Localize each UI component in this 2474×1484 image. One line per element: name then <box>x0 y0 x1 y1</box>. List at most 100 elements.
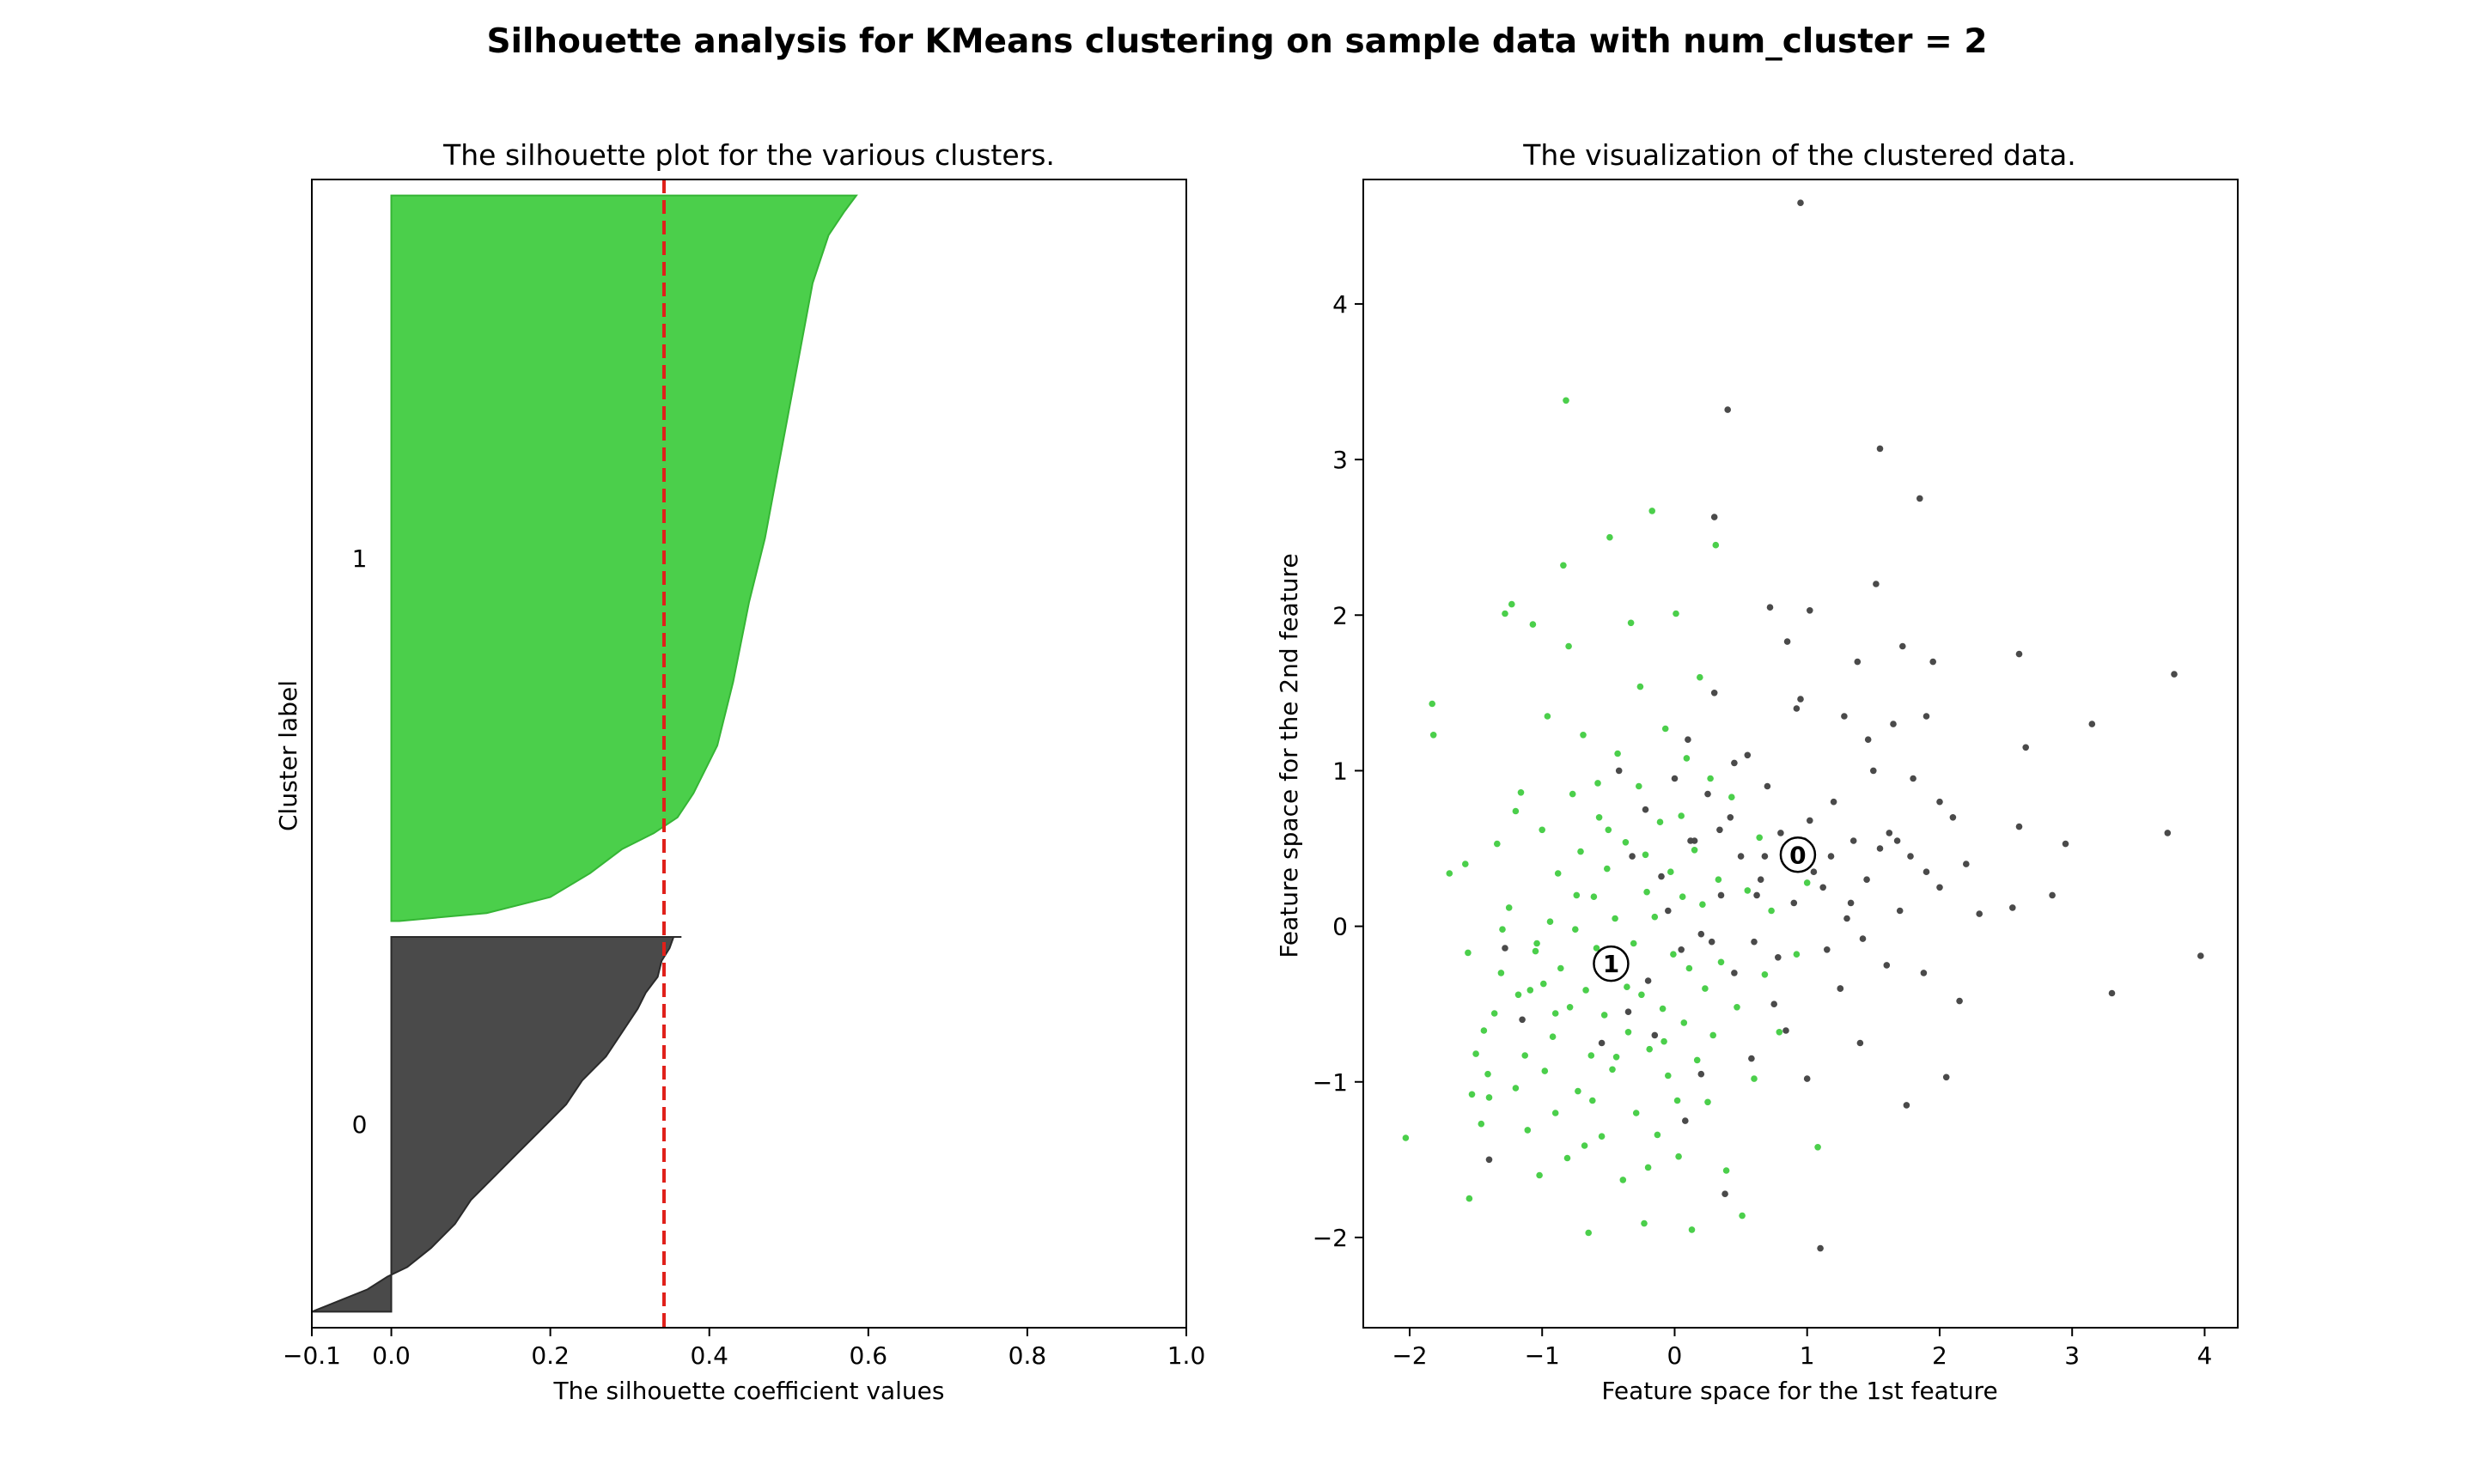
scatter-point-cluster-0 <box>1849 837 1857 844</box>
scatter-point-cluster-1 <box>1468 1091 1476 1098</box>
scatter-point-cluster-0 <box>1644 977 1652 984</box>
scatter-point-cluster-1 <box>1490 1010 1498 1017</box>
scatter-point-cluster-1 <box>1598 1133 1606 1140</box>
scatter-point-cluster-0 <box>1665 907 1672 915</box>
scatter-point-cluster-1 <box>1540 980 1547 988</box>
scatter-point-cluster-1 <box>1648 508 1655 514</box>
scatter-point-cluster-1 <box>1600 1012 1608 1019</box>
scatter-point-cluster-1 <box>1642 851 1649 859</box>
x-tick-label: −1 <box>1525 1341 1560 1370</box>
scatter-point-cluster-0 <box>2062 840 2069 848</box>
scatter-point-cluster-1 <box>1744 887 1752 894</box>
scatter-point-cluster-1 <box>1734 1004 1740 1011</box>
scatter-point-cluster-1 <box>1536 1171 1543 1179</box>
x-tick-label: 2 <box>1932 1341 1947 1370</box>
cluster-label-1: 1 <box>352 544 368 573</box>
scatter-point-cluster-1 <box>1582 987 1589 994</box>
scatter-point-cluster-1 <box>1630 940 1637 947</box>
scatter-point-cluster-0 <box>1757 876 1764 883</box>
scatter-point-cluster-0 <box>2049 891 2056 899</box>
scatter-point-cluster-1 <box>1508 600 1515 608</box>
scatter-point-cluster-1 <box>1697 673 1703 681</box>
scatter-point-cluster-0 <box>1929 658 1936 666</box>
scatter-point-cluster-1 <box>1606 533 1613 541</box>
scatter-point-cluster-1 <box>1702 985 1709 992</box>
scatter-point-cluster-0 <box>1896 907 1904 915</box>
scatter-point-cluster-0 <box>1761 853 1769 860</box>
scatter-point-cluster-0 <box>1886 830 1893 836</box>
scatter-point-cluster-0 <box>1753 891 1760 899</box>
scatter-point-cluster-0 <box>1856 1039 1864 1047</box>
scatter-point-cluster-1 <box>1659 1005 1667 1013</box>
scatter-point-cluster-1 <box>1533 940 1540 947</box>
scatter-point-cluster-0 <box>1807 817 1813 824</box>
scatter-point-cluster-1 <box>1670 951 1677 958</box>
scatter-point-cluster-1 <box>1627 619 1635 627</box>
scatter-point-cluster-0 <box>1775 954 1782 961</box>
scatter-point-cluster-0 <box>1731 970 1738 976</box>
scatter-point-cluster-0 <box>1642 806 1649 813</box>
scatter-point-cluster-1 <box>1679 893 1686 900</box>
scatter-point-cluster-0 <box>1777 830 1784 836</box>
scatter-point-cluster-1 <box>1654 1131 1661 1139</box>
scatter-point-cluster-1 <box>1619 1177 1627 1183</box>
scatter-point-cluster-1 <box>1554 870 1562 877</box>
scatter-point-cluster-0 <box>1671 775 1679 782</box>
scatter-point-cluster-1 <box>1499 926 1506 933</box>
scatter-point-cluster-1 <box>1751 1075 1758 1082</box>
scatter-point-cluster-1 <box>1717 958 1725 966</box>
scatter-point-cluster-1 <box>1680 1019 1688 1026</box>
scatter-point-cluster-0 <box>1870 767 1877 775</box>
scatter-point-cluster-1 <box>1768 907 1775 915</box>
scatter-point-cluster-0 <box>1744 751 1752 759</box>
scatter-point-cluster-0 <box>1863 876 1870 883</box>
scatter-point-cluster-1 <box>1673 1097 1681 1104</box>
scatter-point-cluster-1 <box>1636 683 1644 690</box>
scatter-point-cluster-0 <box>1893 837 1901 844</box>
scatter-point-cluster-1 <box>1776 1029 1783 1036</box>
y-tick-label: 3 <box>1332 446 1348 474</box>
scatter-point-cluster-0 <box>1485 1156 1493 1164</box>
scatter-point-cluster-1 <box>1707 775 1714 782</box>
scatter-point-cluster-0 <box>1883 962 1891 969</box>
scatter-y-ticks: −2 −1 0 1 2 3 4 <box>1313 290 1363 1252</box>
scatter-plot: The visualization of the clustered data.… <box>1275 138 2239 1405</box>
scatter-point-cluster-1 <box>1685 964 1693 972</box>
scatter-point-cluster-1 <box>1466 1195 1473 1202</box>
silhouette-x-ticks: −0.1 0.0 0.2 0.4 0.6 0.8 1.0 <box>283 1328 1205 1370</box>
x-tick-label: 0.4 <box>690 1341 728 1370</box>
x-tick-label: −0.1 <box>283 1341 341 1370</box>
scatter-point-cluster-1 <box>1614 750 1621 757</box>
scatter-point-cluster-0 <box>1682 1117 1689 1124</box>
scatter-point-cluster-1 <box>1581 1142 1588 1149</box>
y-tick-label: 2 <box>1332 601 1348 629</box>
scatter-point-cluster-0 <box>1704 790 1711 798</box>
scatter-point-cluster-0 <box>1721 1190 1728 1197</box>
scatter-point-cluster-0 <box>1847 899 1855 907</box>
scatter-point-cluster-0 <box>1923 868 1930 875</box>
scatter-point-cluster-1 <box>1756 834 1763 842</box>
scatter-point-cluster-1 <box>1594 780 1601 787</box>
scatter-point-cluster-1 <box>1563 1154 1571 1162</box>
scatter-point-cluster-0 <box>1797 696 1804 702</box>
scatter-point-cluster-1 <box>1572 926 1579 933</box>
scatter-point-cluster-0 <box>1748 1055 1755 1062</box>
scatter-point-cluster-0 <box>1782 1027 1789 1034</box>
scatter-point-cluster-0 <box>2009 904 2016 911</box>
scatter-point-cluster-1 <box>1551 1110 1559 1116</box>
scatter-point-cluster-1 <box>1605 826 1612 834</box>
scatter-point-cluster-0 <box>1810 868 1818 875</box>
scatter-point-cluster-0 <box>1817 1244 1824 1252</box>
scatter-point-cluster-1 <box>1446 870 1453 877</box>
scatter-point-cluster-0 <box>1502 945 1508 952</box>
cluster-labels: 01 <box>352 544 368 1139</box>
scatter-point-cluster-1 <box>1512 1085 1520 1092</box>
scatter-point-cluster-1 <box>1480 1027 1488 1034</box>
scatter-point-cluster-0 <box>1764 782 1771 790</box>
cluster-center-marker <box>1779 836 1817 873</box>
scatter-point-cluster-1 <box>1624 1029 1632 1036</box>
scatter-point-cluster-1 <box>1551 1010 1559 1017</box>
scatter-point-cluster-0 <box>1751 938 1758 946</box>
scatter-point-cluster-0 <box>1864 736 1872 743</box>
scatter-point-cluster-1 <box>1544 713 1551 720</box>
